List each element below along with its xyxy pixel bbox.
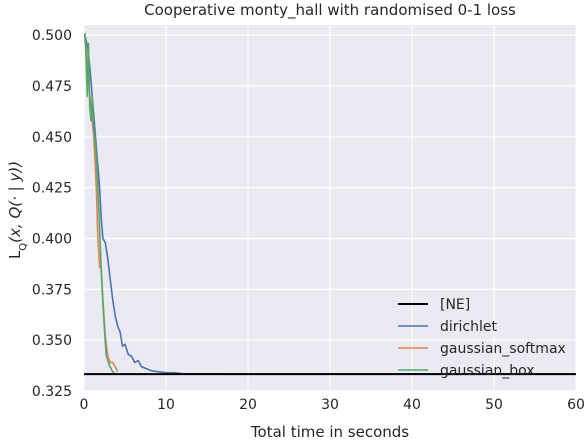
y-tick-label: 0.400 bbox=[32, 232, 72, 248]
y-tick-label: 0.325 bbox=[32, 384, 72, 400]
y-tick-label: 0.350 bbox=[32, 333, 72, 349]
series-lines bbox=[84, 33, 576, 376]
x-tick-label: 30 bbox=[321, 397, 339, 413]
y-tick-label: 0.450 bbox=[32, 130, 72, 146]
x-tick-label: 10 bbox=[157, 397, 175, 413]
y-axis-label: LQ(x, Q(· | y)) bbox=[6, 161, 29, 259]
y-axis-ticks: 0.325 0.350 0.375 0.400 0.425 0.450 0.475 0.500 bbox=[32, 28, 72, 400]
series-line-dirichlet bbox=[84, 35, 576, 375]
y-tick-label: 0.425 bbox=[32, 181, 72, 197]
x-tick-label: 0 bbox=[80, 397, 89, 413]
legend-entry-label: [NE] bbox=[440, 297, 470, 313]
x-tick-label: 50 bbox=[485, 397, 503, 413]
x-tick-label: 60 bbox=[567, 397, 585, 413]
y-tick-label: 0.375 bbox=[32, 282, 72, 298]
y-tick-label: 0.475 bbox=[32, 79, 72, 95]
grid bbox=[83, 25, 577, 392]
y-axis-label-sub: Q bbox=[18, 243, 29, 251]
chart-title: Cooperative monty_hall with randomised 0… bbox=[144, 1, 516, 20]
legend-entry-label: dirichlet bbox=[440, 319, 497, 335]
legend-entry-label: gaussian_box bbox=[440, 363, 535, 379]
x-tick-label: 20 bbox=[239, 397, 257, 413]
legend: [NE] dirichlet gaussian_softmax gaussian_bo… bbox=[398, 297, 566, 379]
x-axis-label: Total time in seconds bbox=[250, 423, 409, 441]
legend-entry-label: gaussian_softmax bbox=[440, 341, 566, 357]
series-line-gaussian_box bbox=[84, 33, 116, 375]
x-axis-ticks: 0 10 20 30 40 50 60 bbox=[80, 397, 585, 413]
y-axis-label-rest: (x, Q(· | y)) bbox=[6, 161, 24, 243]
y-tick-label: 0.500 bbox=[32, 28, 72, 44]
y-axis-label-main: L bbox=[6, 250, 24, 259]
x-tick-label: 40 bbox=[403, 397, 421, 413]
